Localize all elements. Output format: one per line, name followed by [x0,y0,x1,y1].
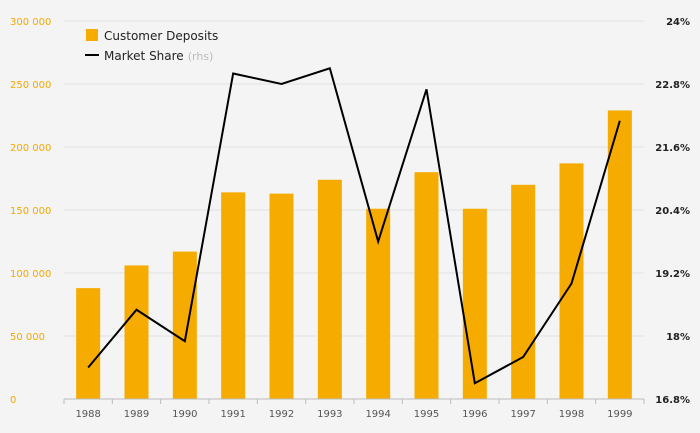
y-right-tick-label: 22.8% [655,80,690,91]
y-left-tick-label: 250 000 [10,80,51,91]
bar-customer-deposits [511,184,536,399]
y-right-tick-label: 18% [666,332,690,343]
y-left-tick-label: 50 000 [10,332,45,343]
gridlines [64,20,644,337]
y-right-tick-label: 16.8% [655,395,690,406]
legend-label-customer-deposits: Customer Deposits [104,29,218,43]
x-tick-label: 1989 [124,409,149,420]
y-left-tick-label: 100 000 [10,269,51,280]
x-tick-label: 1991 [220,409,245,420]
bar-customer-deposits [124,265,149,399]
axes: 0 50 000 100 000 150 000 200 000 250 000 300 0… [10,17,690,420]
bar-customer-deposits [269,193,294,399]
y-left-tick-label: 150 000 [10,206,51,217]
x-tick-label: 1995 [414,409,439,420]
x-tick-label: 1996 [462,409,487,420]
bar-customer-deposits [414,172,439,399]
x-tick-label: 1993 [317,409,342,420]
x-tick-label: 1988 [75,409,100,420]
x-tick-label: 1997 [510,409,535,420]
market-share-line-layer [87,66,621,385]
y-right-tick-label: 20.4% [655,206,690,217]
bar-customer-deposits [172,251,197,399]
x-tick-label: 1990 [172,409,197,420]
x-tick-label: 1994 [365,409,390,420]
y-left-tick-label: 0 [10,395,16,406]
y-left-tick-label: 200 000 [10,143,51,154]
bar-customer-deposits [76,288,101,399]
y-right-tick-label: 19.2% [655,269,690,280]
line-market-share [87,66,621,385]
bar-customer-deposits [317,179,342,399]
x-tick-label: 1999 [607,409,632,420]
y-right-tick-label: 24% [666,17,690,28]
legend-label-market-share: Market Share (rhs) [104,49,213,63]
legend-swatch-customer-deposits [86,29,98,41]
y-right-tick-label: 21.6% [655,143,690,154]
y-left-tick-label: 300 000 [10,17,51,28]
deposit-bars [76,110,632,400]
bar-customer-deposits [221,192,246,399]
x-tick-label: 1998 [559,409,584,420]
x-tick-label: 1992 [269,409,294,420]
bar-customer-deposits [366,208,391,399]
bar-customer-deposits [607,110,632,400]
bar-customer-deposits [462,208,487,399]
legend: Customer Deposits Market Share (rhs) [85,29,218,63]
